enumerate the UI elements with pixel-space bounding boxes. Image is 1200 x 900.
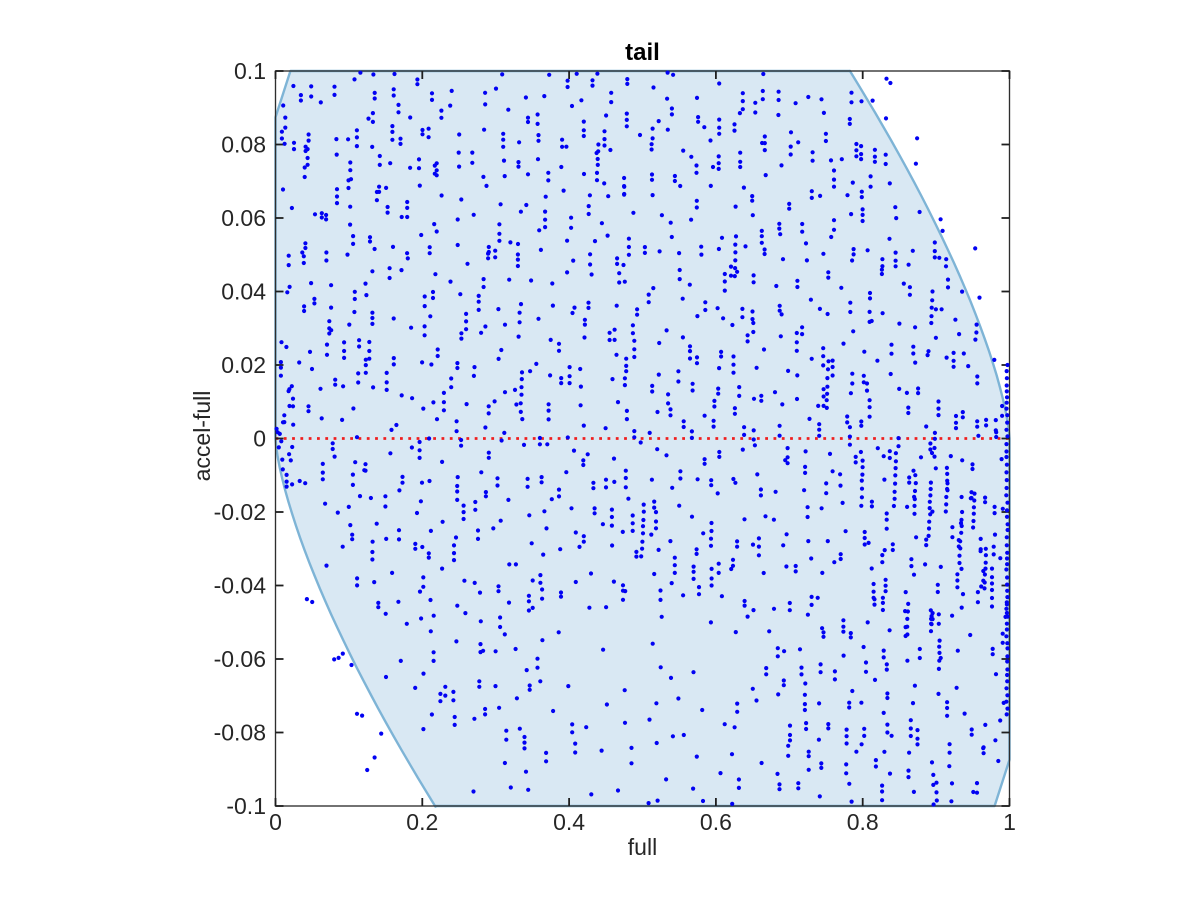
svg-text:-0.08: -0.08 [214, 720, 266, 746]
svg-text:0.04: 0.04 [221, 279, 266, 305]
svg-text:0.4: 0.4 [553, 809, 585, 835]
svg-text:1: 1 [1003, 809, 1016, 835]
svg-text:full: full [628, 834, 657, 860]
svg-text:0.6: 0.6 [700, 809, 732, 835]
svg-text:accel-full: accel-full [189, 391, 215, 482]
svg-text:0.8: 0.8 [847, 809, 879, 835]
svg-text:-0.1: -0.1 [226, 793, 266, 819]
svg-text:-0.02: -0.02 [214, 499, 266, 525]
svg-text:0: 0 [269, 809, 282, 835]
svg-text:0.02: 0.02 [221, 352, 266, 378]
svg-text:-0.04: -0.04 [214, 573, 267, 599]
svg-text:tail: tail [625, 39, 660, 66]
svg-text:0.2: 0.2 [406, 809, 438, 835]
svg-text:0: 0 [253, 426, 266, 452]
svg-text:0.08: 0.08 [221, 132, 266, 158]
svg-text:0.1: 0.1 [234, 58, 266, 84]
svg-text:0.06: 0.06 [221, 205, 266, 231]
svg-text:-0.06: -0.06 [214, 646, 266, 672]
